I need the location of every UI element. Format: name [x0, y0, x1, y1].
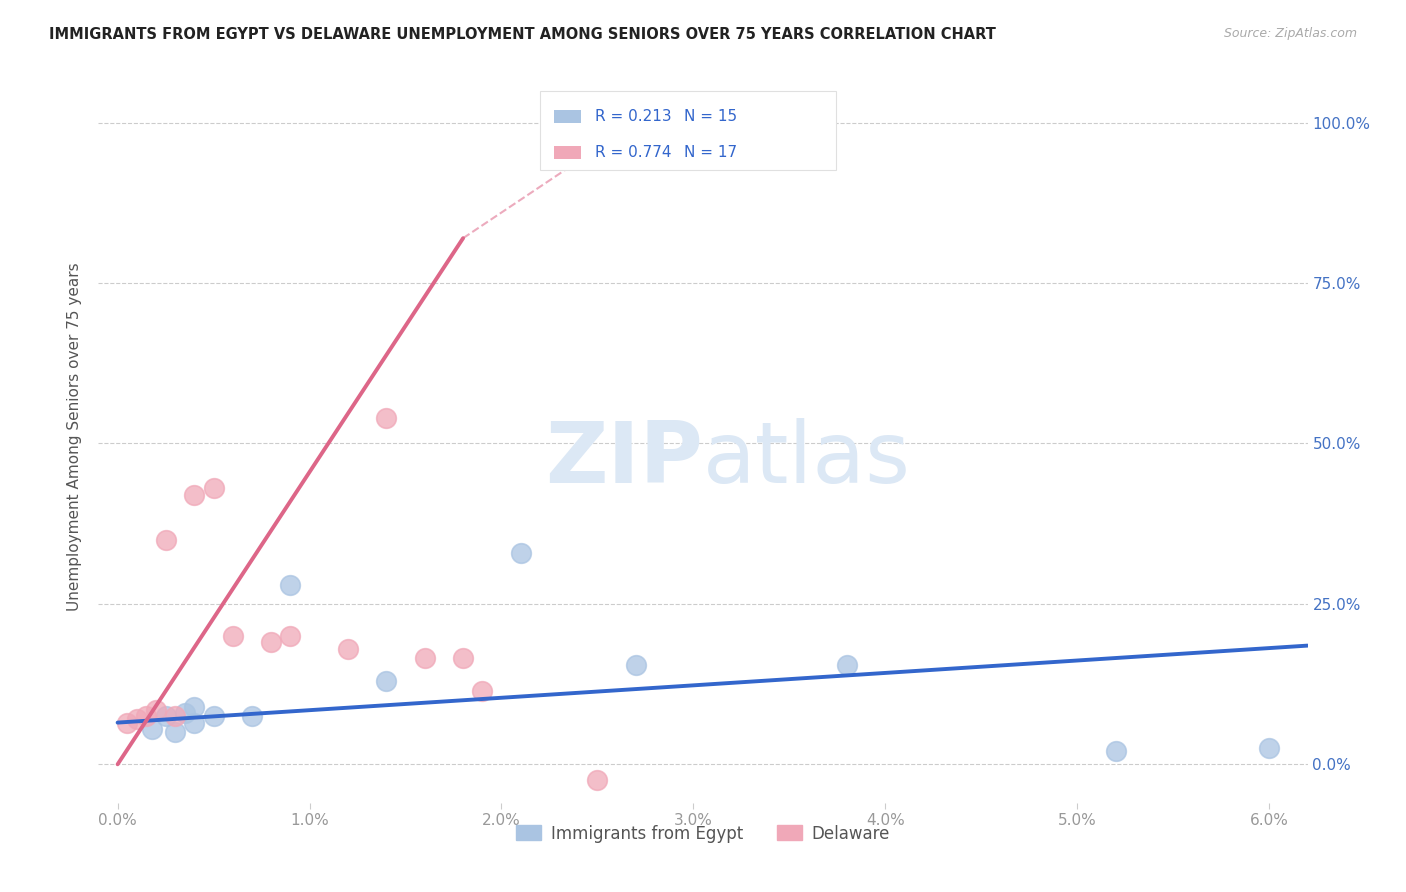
Text: N = 15: N = 15 — [683, 109, 737, 124]
Point — [280, 629, 302, 643]
Point — [155, 709, 177, 723]
FancyBboxPatch shape — [554, 110, 581, 123]
Text: N = 17: N = 17 — [683, 145, 737, 161]
Point — [336, 641, 359, 656]
FancyBboxPatch shape — [554, 146, 581, 159]
Legend: Immigrants from Egypt, Delaware: Immigrants from Egypt, Delaware — [509, 818, 897, 849]
Point — [125, 712, 148, 726]
Point — [202, 482, 225, 496]
Point — [240, 709, 263, 723]
Point — [155, 533, 177, 547]
Point — [165, 725, 187, 739]
Point — [375, 673, 398, 688]
Point — [202, 709, 225, 723]
Point — [375, 410, 398, 425]
Point — [835, 657, 858, 672]
Point — [413, 651, 436, 665]
Point — [222, 629, 245, 643]
Point — [115, 715, 138, 730]
Point — [509, 545, 531, 559]
Point — [183, 699, 205, 714]
Point — [173, 706, 195, 720]
Point — [1258, 741, 1281, 756]
Text: ZIP: ZIP — [546, 417, 703, 500]
Point — [183, 715, 205, 730]
FancyBboxPatch shape — [540, 91, 837, 170]
Text: atlas: atlas — [703, 417, 911, 500]
Text: R = 0.774: R = 0.774 — [595, 145, 672, 161]
Point — [280, 577, 302, 591]
Point — [586, 773, 609, 788]
Point — [260, 635, 283, 649]
Point — [471, 683, 494, 698]
Point — [135, 709, 157, 723]
Text: R = 0.213: R = 0.213 — [595, 109, 672, 124]
Point — [165, 709, 187, 723]
Point — [145, 703, 167, 717]
Text: IMMIGRANTS FROM EGYPT VS DELAWARE UNEMPLOYMENT AMONG SENIORS OVER 75 YEARS CORRE: IMMIGRANTS FROM EGYPT VS DELAWARE UNEMPL… — [49, 27, 995, 42]
Point — [141, 722, 163, 736]
Y-axis label: Unemployment Among Seniors over 75 years: Unemployment Among Seniors over 75 years — [67, 263, 83, 611]
Point — [1104, 744, 1126, 758]
Point — [183, 488, 205, 502]
Point — [451, 651, 474, 665]
Point — [624, 657, 647, 672]
Text: Source: ZipAtlas.com: Source: ZipAtlas.com — [1223, 27, 1357, 40]
